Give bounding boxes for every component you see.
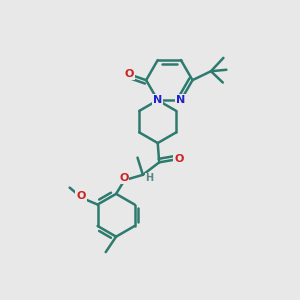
Text: N: N: [176, 95, 185, 105]
Text: N: N: [153, 95, 162, 105]
Text: O: O: [76, 191, 86, 201]
Text: O: O: [174, 154, 184, 164]
Text: O: O: [124, 69, 134, 79]
Text: O: O: [119, 173, 128, 183]
Text: H: H: [145, 173, 154, 183]
